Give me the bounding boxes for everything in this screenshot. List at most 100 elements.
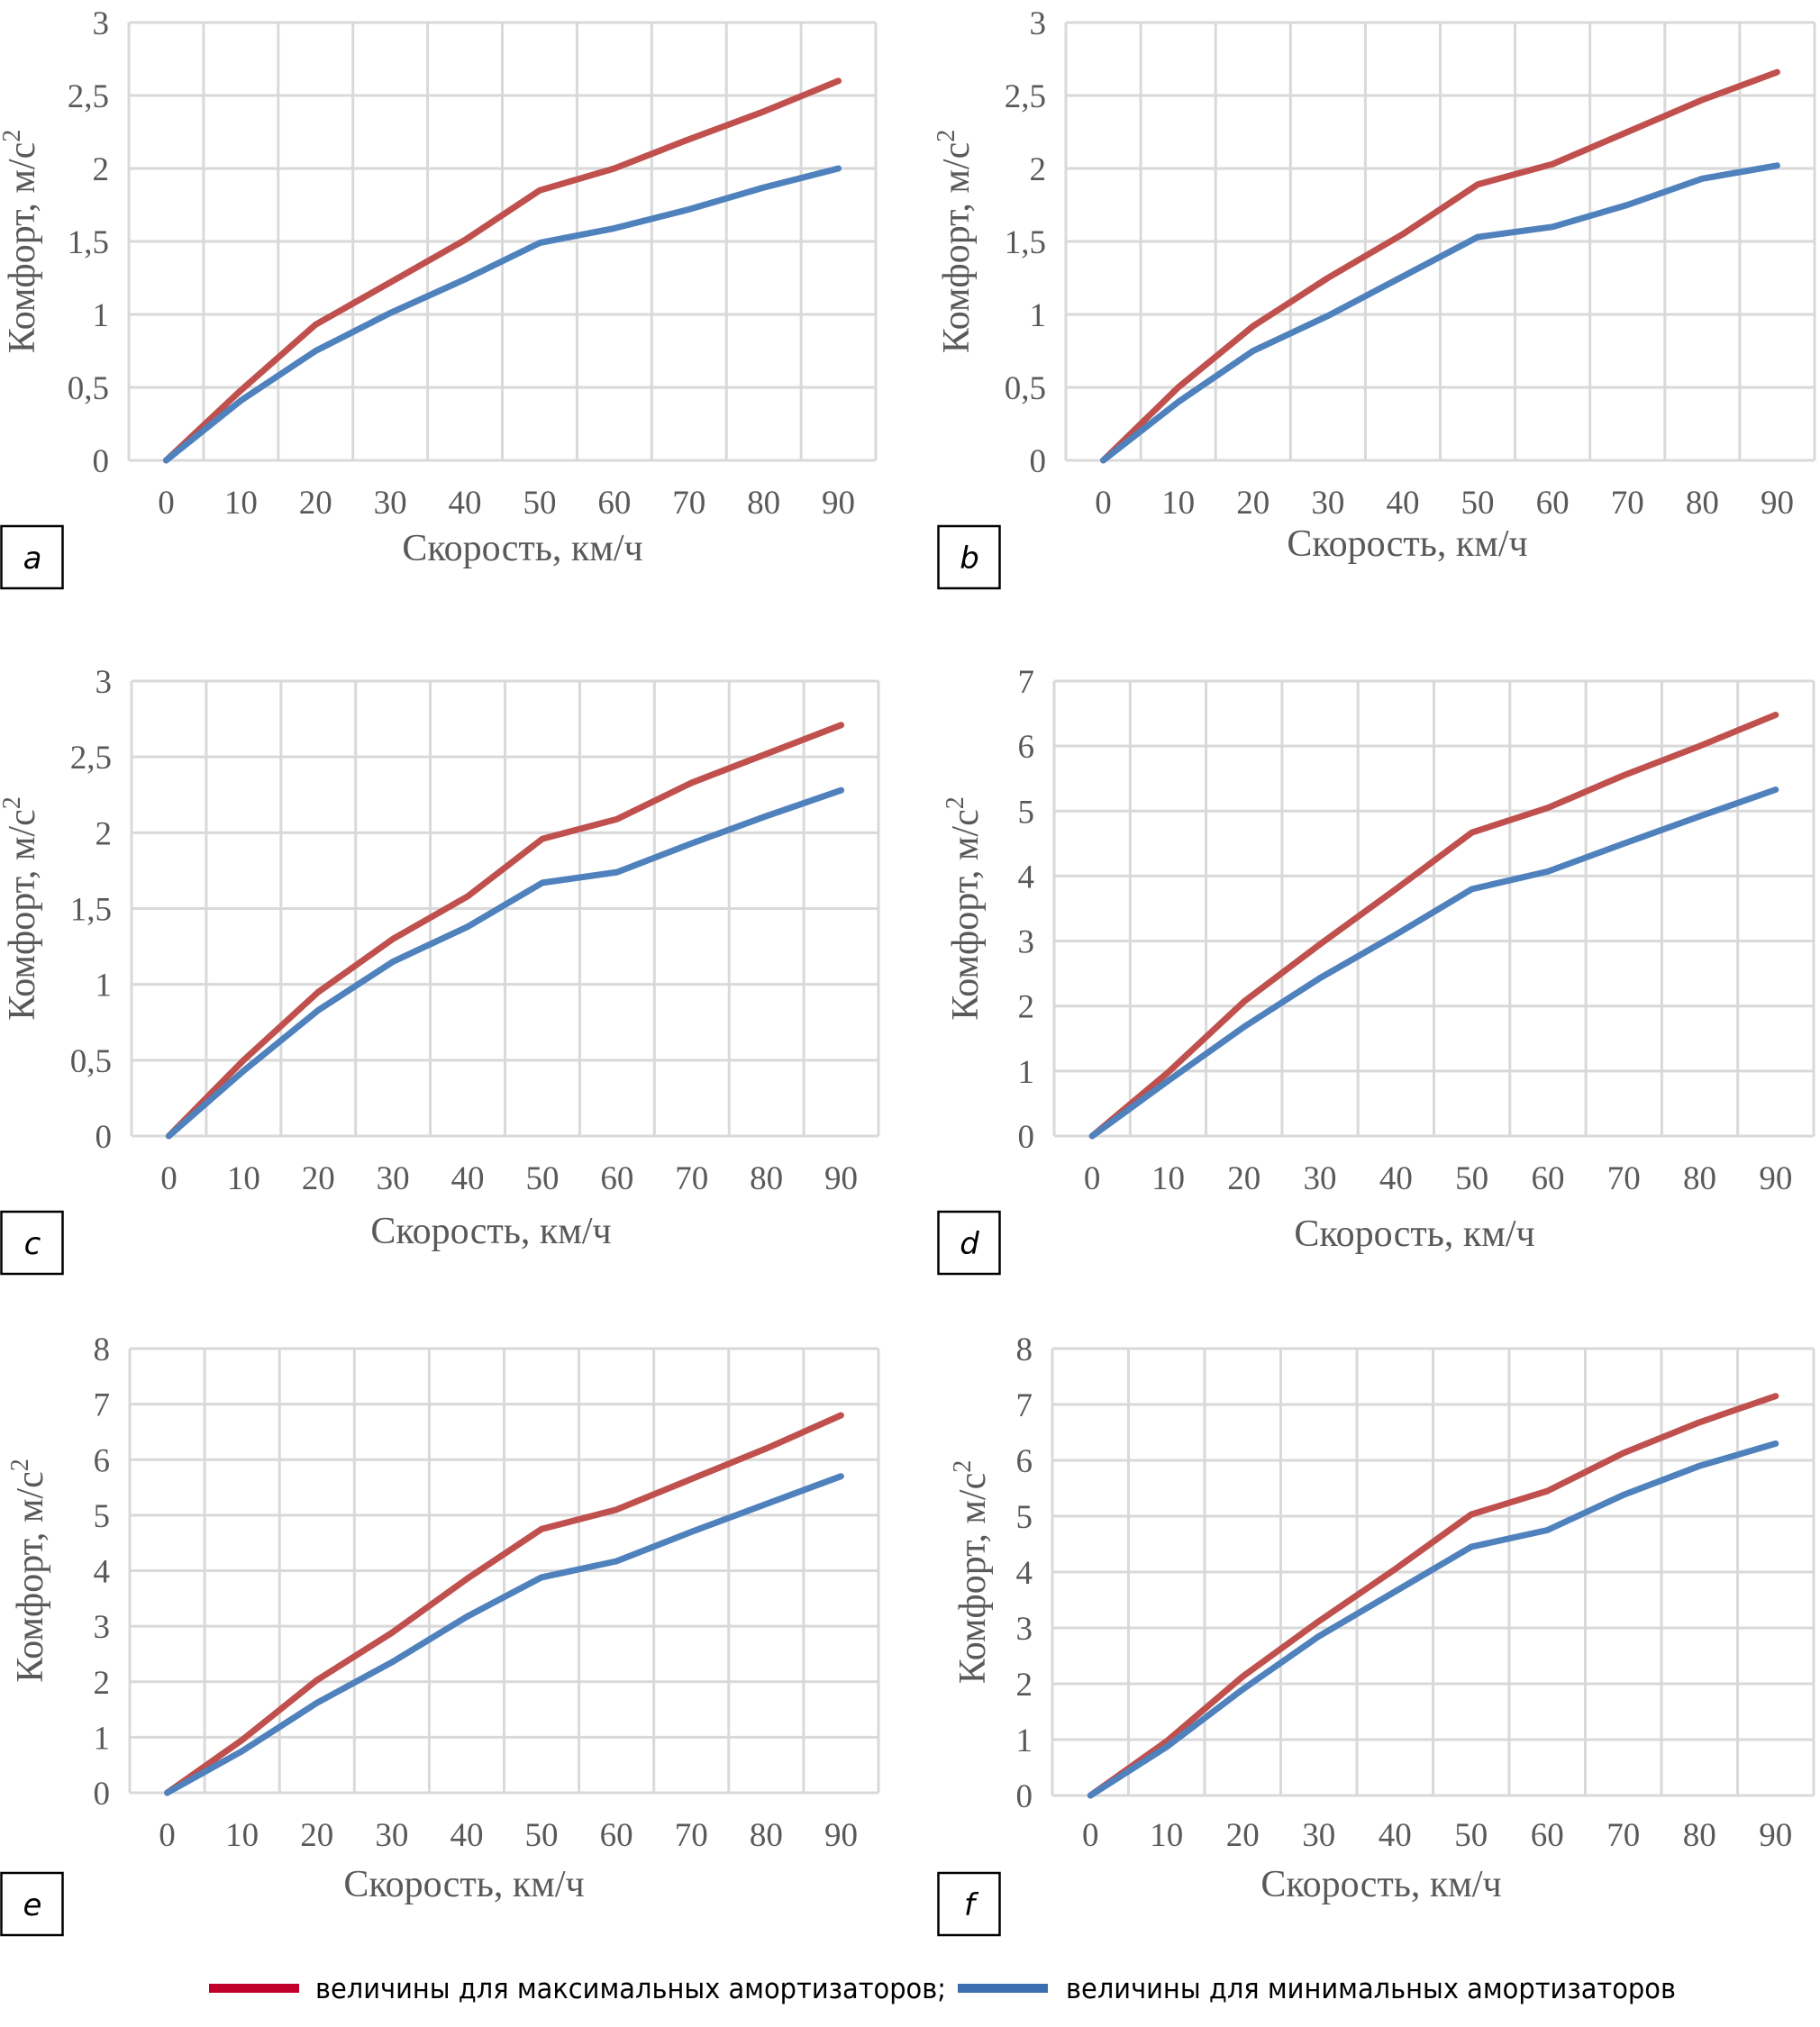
x-axis-title: Скорость, км/ч: [343, 1864, 584, 1905]
y-tick-label: 2: [1030, 151, 1047, 188]
panel-label-e: e: [0, 1871, 64, 1937]
legend-label-min: величины для минимальных амортизаторов: [1066, 1973, 1676, 2005]
y-tick-label: 7: [94, 1387, 111, 1424]
panel-label-box: [0, 1210, 64, 1276]
chart-panel-a: 00,511,522,530 10 20 30 40 50 60 70 80 90Скорость…: [0, 5, 878, 590]
y-tick-label: 1: [1018, 1054, 1035, 1091]
x-tick-label: 0: [1095, 485, 1112, 522]
y-tick-label: 1: [96, 968, 113, 1004]
x-tick-label: 50: [525, 1160, 559, 1197]
y-axis-title: Комфорт, м/с2: [933, 130, 978, 353]
x-tick-label: 80: [1686, 485, 1719, 522]
x-tick-label: 30: [1302, 1817, 1335, 1854]
x-tick-label: 0: [159, 1817, 176, 1854]
panel-label-box: [937, 1871, 1001, 1937]
series-line-min: [1100, 162, 1780, 464]
y-tick-label: 2,5: [70, 740, 112, 777]
y-tick-label: 5: [94, 1498, 111, 1535]
y-tick-label: 3: [94, 1609, 111, 1646]
panel-label-box: [937, 524, 1001, 590]
x-tick-label: 60: [1531, 1160, 1564, 1197]
y-tick-label: 0: [1018, 1119, 1035, 1156]
x-tick-label: 20: [1226, 1817, 1260, 1854]
x-tick-label: 10: [225, 1817, 259, 1854]
y-tick-label: 3: [1030, 5, 1047, 42]
y-axis-title: Комфорт, м/с2: [942, 796, 987, 1020]
x-tick-label: 90: [1761, 485, 1794, 522]
x-tick-label: 20: [302, 1160, 335, 1197]
grid: [127, 21, 878, 462]
panel-label-box: [937, 1210, 1001, 1276]
x-tick-label: 70: [1607, 1160, 1641, 1197]
panel-label-b: b: [937, 524, 1001, 590]
x-tick-label: 50: [525, 1817, 559, 1854]
x-axis-title: Скорость, км/ч: [1260, 1864, 1501, 1905]
x-tick-label: 50: [1461, 485, 1495, 522]
x-tick-label: 70: [675, 1817, 708, 1854]
y-tick-label: 2,5: [68, 78, 109, 115]
y-axis-title: Комфорт, м/с2: [0, 130, 43, 353]
x-tick-label: 90: [822, 485, 855, 522]
y-tick-label: 0: [96, 1119, 113, 1156]
x-tick-label: 90: [1759, 1817, 1792, 1854]
y-axis-title: Комфорт, м/с2: [0, 796, 43, 1020]
y-tick-label: 3: [96, 664, 113, 701]
x-tick-label: 90: [1759, 1160, 1792, 1197]
legend: величины для максимальных амортизаторов;…: [209, 1973, 1676, 2005]
x-tick-label: 50: [1454, 1817, 1488, 1854]
x-tick-label: 40: [449, 485, 482, 522]
y-tick-label: 6: [1018, 729, 1035, 766]
y-tick-label: 4: [94, 1554, 111, 1591]
x-tick-label: 20: [1227, 1160, 1260, 1197]
grid: [128, 1347, 880, 1795]
series-line-max: [162, 77, 842, 464]
x-tick-label: 70: [675, 1160, 708, 1197]
x-tick-label: 50: [1455, 1160, 1488, 1197]
x-axis-title: Скорость, км/ч: [1287, 523, 1527, 565]
chart-panel-c: 00,511,522,530 10 20 30 40 50 60 70 80 90Скорость…: [0, 664, 880, 1276]
panel-letter: e: [23, 1887, 42, 1923]
x-tick-label: 80: [750, 1817, 783, 1854]
y-tick-label: 2: [94, 1665, 111, 1702]
series-line-min: [1087, 1440, 1779, 1799]
legend-label-max: величины для максимальных амортизаторов;: [315, 1973, 946, 2005]
y-tick-label: 1,5: [1005, 224, 1046, 261]
y-tick-label: 0,5: [1005, 370, 1046, 407]
x-tick-label: 40: [1386, 485, 1419, 522]
y-tick-label: 1,5: [68, 224, 109, 261]
series-line-max: [164, 1412, 844, 1796]
x-tick-label: 20: [300, 1817, 333, 1854]
x-tick-label: 80: [747, 485, 780, 522]
y-tick-label: 8: [94, 1332, 111, 1368]
y-tick-label: 0,5: [70, 1043, 112, 1080]
panel-label-c: c: [0, 1210, 64, 1276]
grid: [1051, 1347, 1815, 1797]
x-tick-label: 10: [1161, 485, 1195, 522]
x-tick-label: 60: [600, 1160, 633, 1197]
x-tick-label: 40: [1379, 1817, 1412, 1854]
x-tick-label: 60: [600, 1817, 633, 1854]
y-tick-label: 2: [1018, 989, 1035, 1026]
x-tick-label: 30: [377, 1160, 410, 1197]
y-tick-label: 1,5: [70, 892, 112, 929]
y-tick-label: 7: [1016, 1387, 1033, 1424]
x-tick-label: 60: [597, 485, 631, 522]
x-tick-label: 80: [1683, 1817, 1716, 1854]
x-tick-label: 40: [1379, 1160, 1413, 1197]
series-line-min: [162, 165, 842, 464]
y-tick-label: 0,5: [68, 370, 109, 407]
x-tick-label: 60: [1531, 1817, 1564, 1854]
y-tick-label: 5: [1016, 1499, 1033, 1536]
y-tick-label: 2,5: [1005, 78, 1046, 115]
x-tick-label: 70: [1606, 1817, 1640, 1854]
series-line-max: [165, 722, 845, 1140]
y-tick-label: 5: [1018, 794, 1035, 831]
x-axis-title: Скорость, км/ч: [402, 528, 642, 569]
x-tick-label: 80: [1683, 1160, 1716, 1197]
y-tick-label: 0: [1016, 1778, 1033, 1815]
panel-label-f: f: [937, 1871, 1001, 1937]
